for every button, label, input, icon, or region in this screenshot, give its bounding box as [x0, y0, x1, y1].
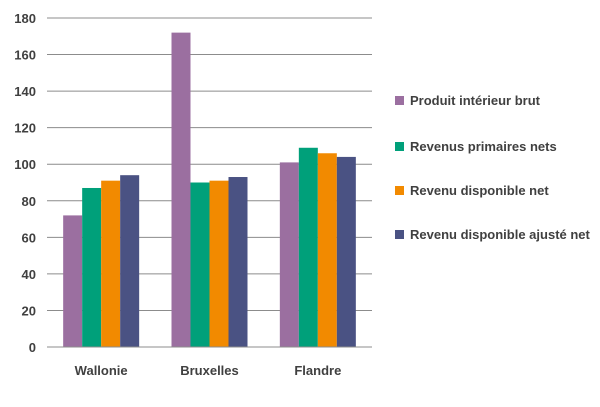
- y-tick-label: 120: [14, 121, 36, 136]
- legend-item-disposable-income: Revenu disponible net: [395, 180, 595, 201]
- y-tick-label: 100: [14, 157, 36, 172]
- bar-wallonie-3: [120, 175, 140, 347]
- y-tick-label: 60: [22, 230, 36, 245]
- legend-label-gdp: Produit intérieur brut: [410, 93, 540, 108]
- bar-flandre-1: [298, 147, 318, 347]
- x-category-label: Bruxelles: [180, 363, 239, 378]
- bars: [63, 32, 356, 347]
- y-tick-label: 0: [29, 340, 36, 355]
- x-category-label: Flandre: [294, 363, 341, 378]
- bar-wallonie-1: [82, 187, 102, 347]
- legend-swatch-disposable-income: [395, 186, 404, 195]
- bar-bruxelles-1: [190, 182, 210, 347]
- legend-swatch-gdp: [395, 96, 404, 105]
- bar-bruxelles-2: [209, 180, 229, 347]
- y-tick-label: 160: [14, 48, 36, 63]
- bar-wallonie-0: [63, 215, 83, 347]
- y-tick-label: 80: [22, 194, 36, 209]
- legend-label-adjusted-income: Revenu disponible ajusté net: [410, 227, 590, 242]
- legend-swatch-primary-income: [395, 142, 404, 151]
- bar-wallonie-2: [101, 180, 121, 347]
- y-tick-label: 40: [22, 267, 36, 282]
- legend-swatch-adjusted-income: [395, 230, 404, 239]
- legend-item-primary-income: Revenus primaires nets: [395, 136, 595, 157]
- y-tick-label: 180: [14, 11, 36, 26]
- bar-flandre-0: [279, 162, 299, 347]
- bar-flandre-3: [336, 156, 356, 347]
- y-axis-ticks: 0 20 40 60 80 100 120 140 160 180: [14, 11, 36, 355]
- legend-item-adjusted-income: Revenu disponible ajusté net: [395, 224, 595, 245]
- legend-item-gdp: Produit intérieur brut: [395, 90, 595, 111]
- bar-bruxelles-0: [171, 32, 191, 347]
- legend-label-disposable-income: Revenu disponible net: [410, 183, 549, 198]
- legend: Produit intérieur brut Revenus primaires…: [395, 90, 595, 245]
- legend-label-primary-income: Revenus primaires nets: [410, 139, 557, 154]
- bar-bruxelles-3: [228, 177, 248, 347]
- x-axis-categories: Wallonie Bruxelles Flandre: [75, 363, 342, 378]
- bar-flandre-2: [317, 153, 337, 347]
- y-tick-label: 20: [22, 303, 36, 318]
- x-category-label: Wallonie: [75, 363, 128, 378]
- y-tick-label: 140: [14, 84, 36, 99]
